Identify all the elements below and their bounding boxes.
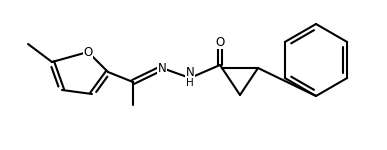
Text: H: H — [186, 78, 194, 88]
Text: N: N — [158, 61, 166, 75]
Text: O: O — [83, 45, 92, 58]
Text: O: O — [216, 36, 224, 48]
Text: N: N — [186, 66, 194, 80]
